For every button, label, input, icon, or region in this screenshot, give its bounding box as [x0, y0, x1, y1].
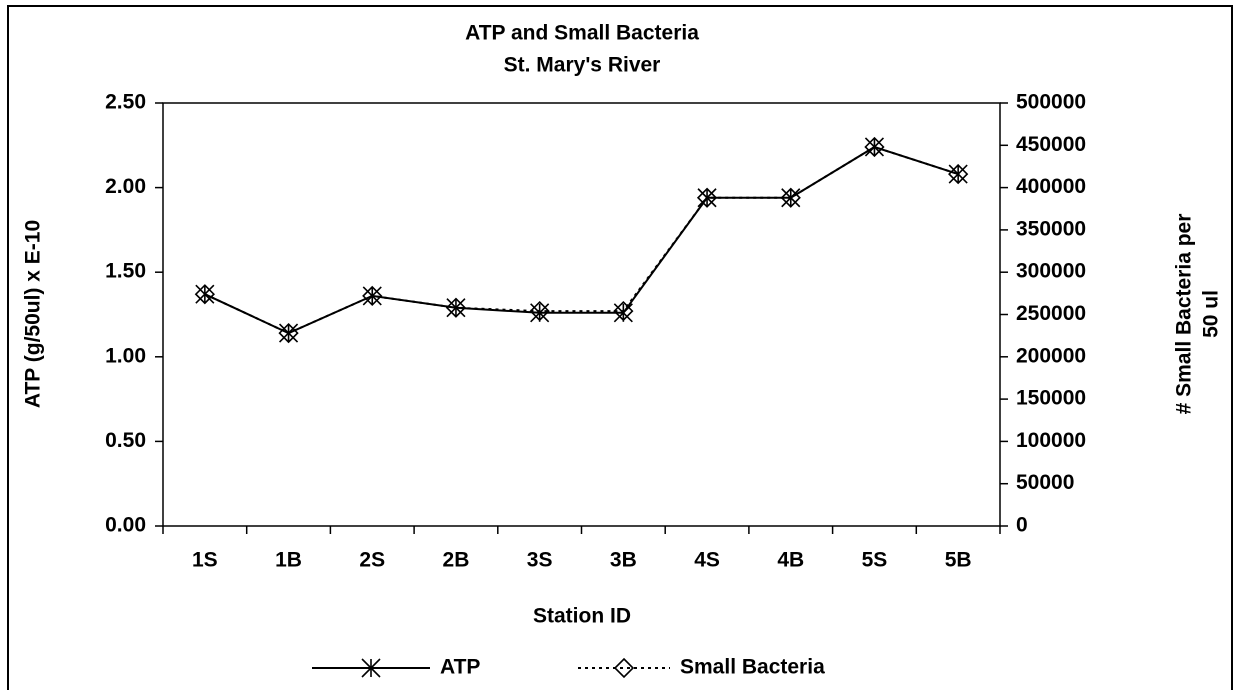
x-tick-label: 5B [945, 549, 972, 572]
point [696, 187, 718, 208]
marker-part [613, 300, 634, 322]
x-axis-label: Station ID [533, 605, 631, 628]
y-tick-label: 1.50 [105, 260, 146, 283]
point [530, 303, 550, 323]
y2-tick-label: 100000 [1016, 429, 1086, 452]
x-tick-label: 3S [527, 549, 553, 572]
marker-part [780, 187, 801, 208]
series-line [204, 145, 959, 335]
point [780, 187, 801, 208]
x-tick-label: 2B [443, 549, 470, 572]
point [613, 300, 634, 322]
y2-tick-label: 500000 [1016, 91, 1086, 114]
y2-tick-label: 50000 [1016, 471, 1074, 494]
y2-axis-label: # Small Bacteria per [1173, 214, 1196, 415]
marker-part [948, 163, 969, 185]
point [194, 284, 215, 305]
point [948, 164, 968, 184]
marker-part [696, 187, 718, 208]
marker-part [362, 285, 383, 307]
x-tick-label: 4B [777, 549, 804, 572]
legend-label: Small Bacteria [680, 656, 825, 679]
point [278, 322, 299, 344]
y-tick-label: 0.00 [105, 514, 146, 537]
chart-border [7, 5, 1233, 690]
x-tick-label: 4S [694, 549, 720, 572]
marker-part [864, 136, 885, 158]
marker-part [194, 284, 215, 305]
point [613, 303, 633, 323]
marker-part [613, 657, 635, 679]
legend-marker [613, 657, 635, 679]
y2-tick-label: 250000 [1016, 302, 1086, 325]
y2-tick-label: 0 [1016, 514, 1028, 537]
point [864, 136, 885, 158]
y2-axis-label: 50 ul [1200, 290, 1223, 338]
y-axis-label: ATP (g/50ul) x E-10 [22, 220, 45, 408]
plot-area [162, 102, 1001, 527]
chart-title: ATP and Small Bacteria [465, 22, 699, 45]
marker-part [529, 300, 550, 322]
y-tick-label: 1.00 [105, 344, 146, 367]
y-tick-label: 2.00 [105, 175, 146, 198]
y-tick-label: 2.50 [105, 91, 146, 114]
point [529, 300, 550, 322]
y2-tick-label: 450000 [1016, 133, 1086, 156]
marker-part [278, 322, 299, 344]
x-tick-label: 5S [862, 549, 888, 572]
series-line [204, 145, 959, 335]
y2-tick-label: 150000 [1016, 387, 1086, 410]
y2-tick-label: 300000 [1016, 260, 1086, 283]
x-tick-label: 2S [359, 549, 385, 572]
x-tick-label: 3B [610, 549, 637, 572]
chart-subtitle: St. Mary's River [504, 54, 661, 77]
legend-marker [361, 658, 381, 678]
y2-tick-label: 400000 [1016, 175, 1086, 198]
y2-tick-label: 200000 [1016, 344, 1086, 367]
x-tick-label: 1S [192, 549, 218, 572]
y-tick-label: 0.50 [105, 429, 146, 452]
point [445, 297, 467, 318]
x-tick-label: 1B [275, 549, 302, 572]
marker-part [445, 297, 467, 318]
y2-tick-label: 350000 [1016, 217, 1086, 240]
legend-label: ATP [440, 656, 480, 679]
point [948, 163, 969, 185]
point [362, 285, 383, 307]
